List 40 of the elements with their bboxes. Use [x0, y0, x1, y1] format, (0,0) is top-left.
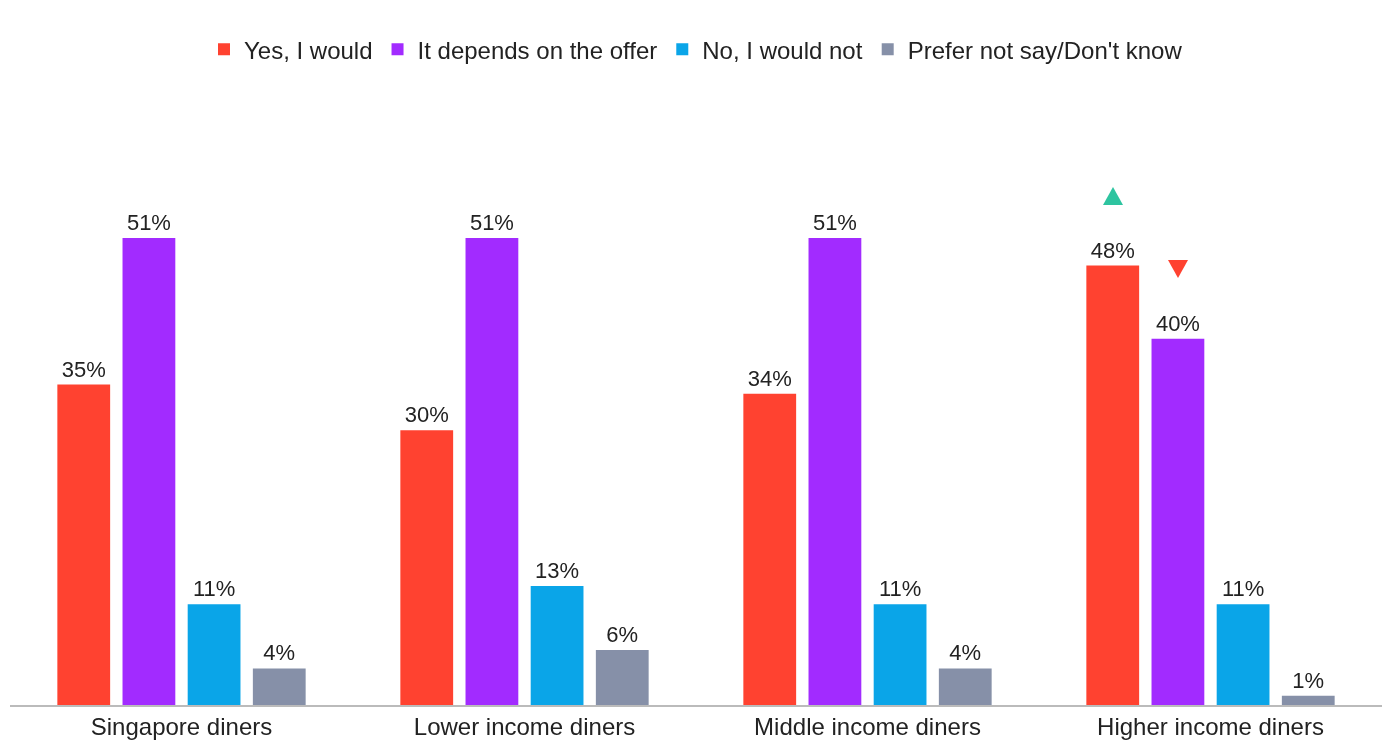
data-label: 1%: [1292, 667, 1325, 693]
data-label: 4%: [263, 640, 296, 666]
bar: [465, 238, 519, 705]
data-label: 30%: [404, 402, 449, 428]
bar: [530, 585, 584, 705]
bar: [1281, 695, 1335, 705]
data-label: 51%: [812, 210, 857, 236]
data-label: 4%: [949, 640, 982, 666]
data-label: 48%: [1090, 237, 1135, 263]
bar: [1216, 604, 1270, 705]
bar: [400, 430, 454, 705]
bar: [187, 604, 241, 705]
bar: [938, 668, 992, 705]
bar: [595, 650, 649, 705]
bar: [873, 604, 927, 705]
bar: [122, 238, 176, 705]
legend-label: Yes, I would: [244, 36, 373, 64]
data-label: 6%: [606, 622, 639, 648]
data-label: 13%: [535, 557, 580, 583]
legend-label: It depends on the offer: [417, 36, 658, 64]
x-tick-label: Middle income diners: [754, 713, 981, 741]
x-tick-label: Lower income diners: [413, 713, 636, 741]
legend-label: No, I would not: [702, 36, 863, 64]
bar: [808, 238, 862, 705]
data-label: 35%: [61, 356, 106, 382]
data-label: 11%: [878, 576, 922, 602]
x-tick-label: Singapore diners: [90, 713, 273, 741]
data-label: 40%: [1155, 310, 1200, 336]
data-label: 34%: [747, 365, 792, 391]
bar: [252, 668, 306, 705]
data-label: 51%: [126, 210, 171, 236]
data-label: 51%: [469, 210, 514, 236]
data-label: 11%: [1221, 576, 1265, 602]
x-tick-label: Higher income diners: [1097, 713, 1324, 741]
bar: [57, 384, 111, 705]
bar: [1086, 265, 1140, 705]
bar: [1151, 338, 1205, 705]
bar: [743, 393, 797, 705]
data-label: 11%: [192, 576, 236, 602]
legend-label: Prefer not say/Don't know: [907, 36, 1183, 64]
